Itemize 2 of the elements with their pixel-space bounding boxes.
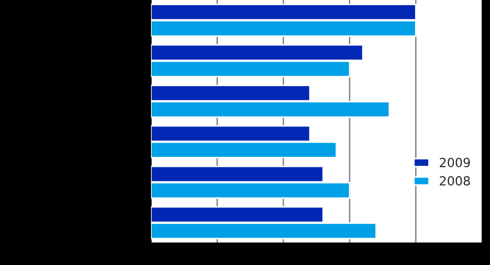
legend-label: 2009 [440,158,470,168]
legend-label: 2008 [440,176,470,186]
